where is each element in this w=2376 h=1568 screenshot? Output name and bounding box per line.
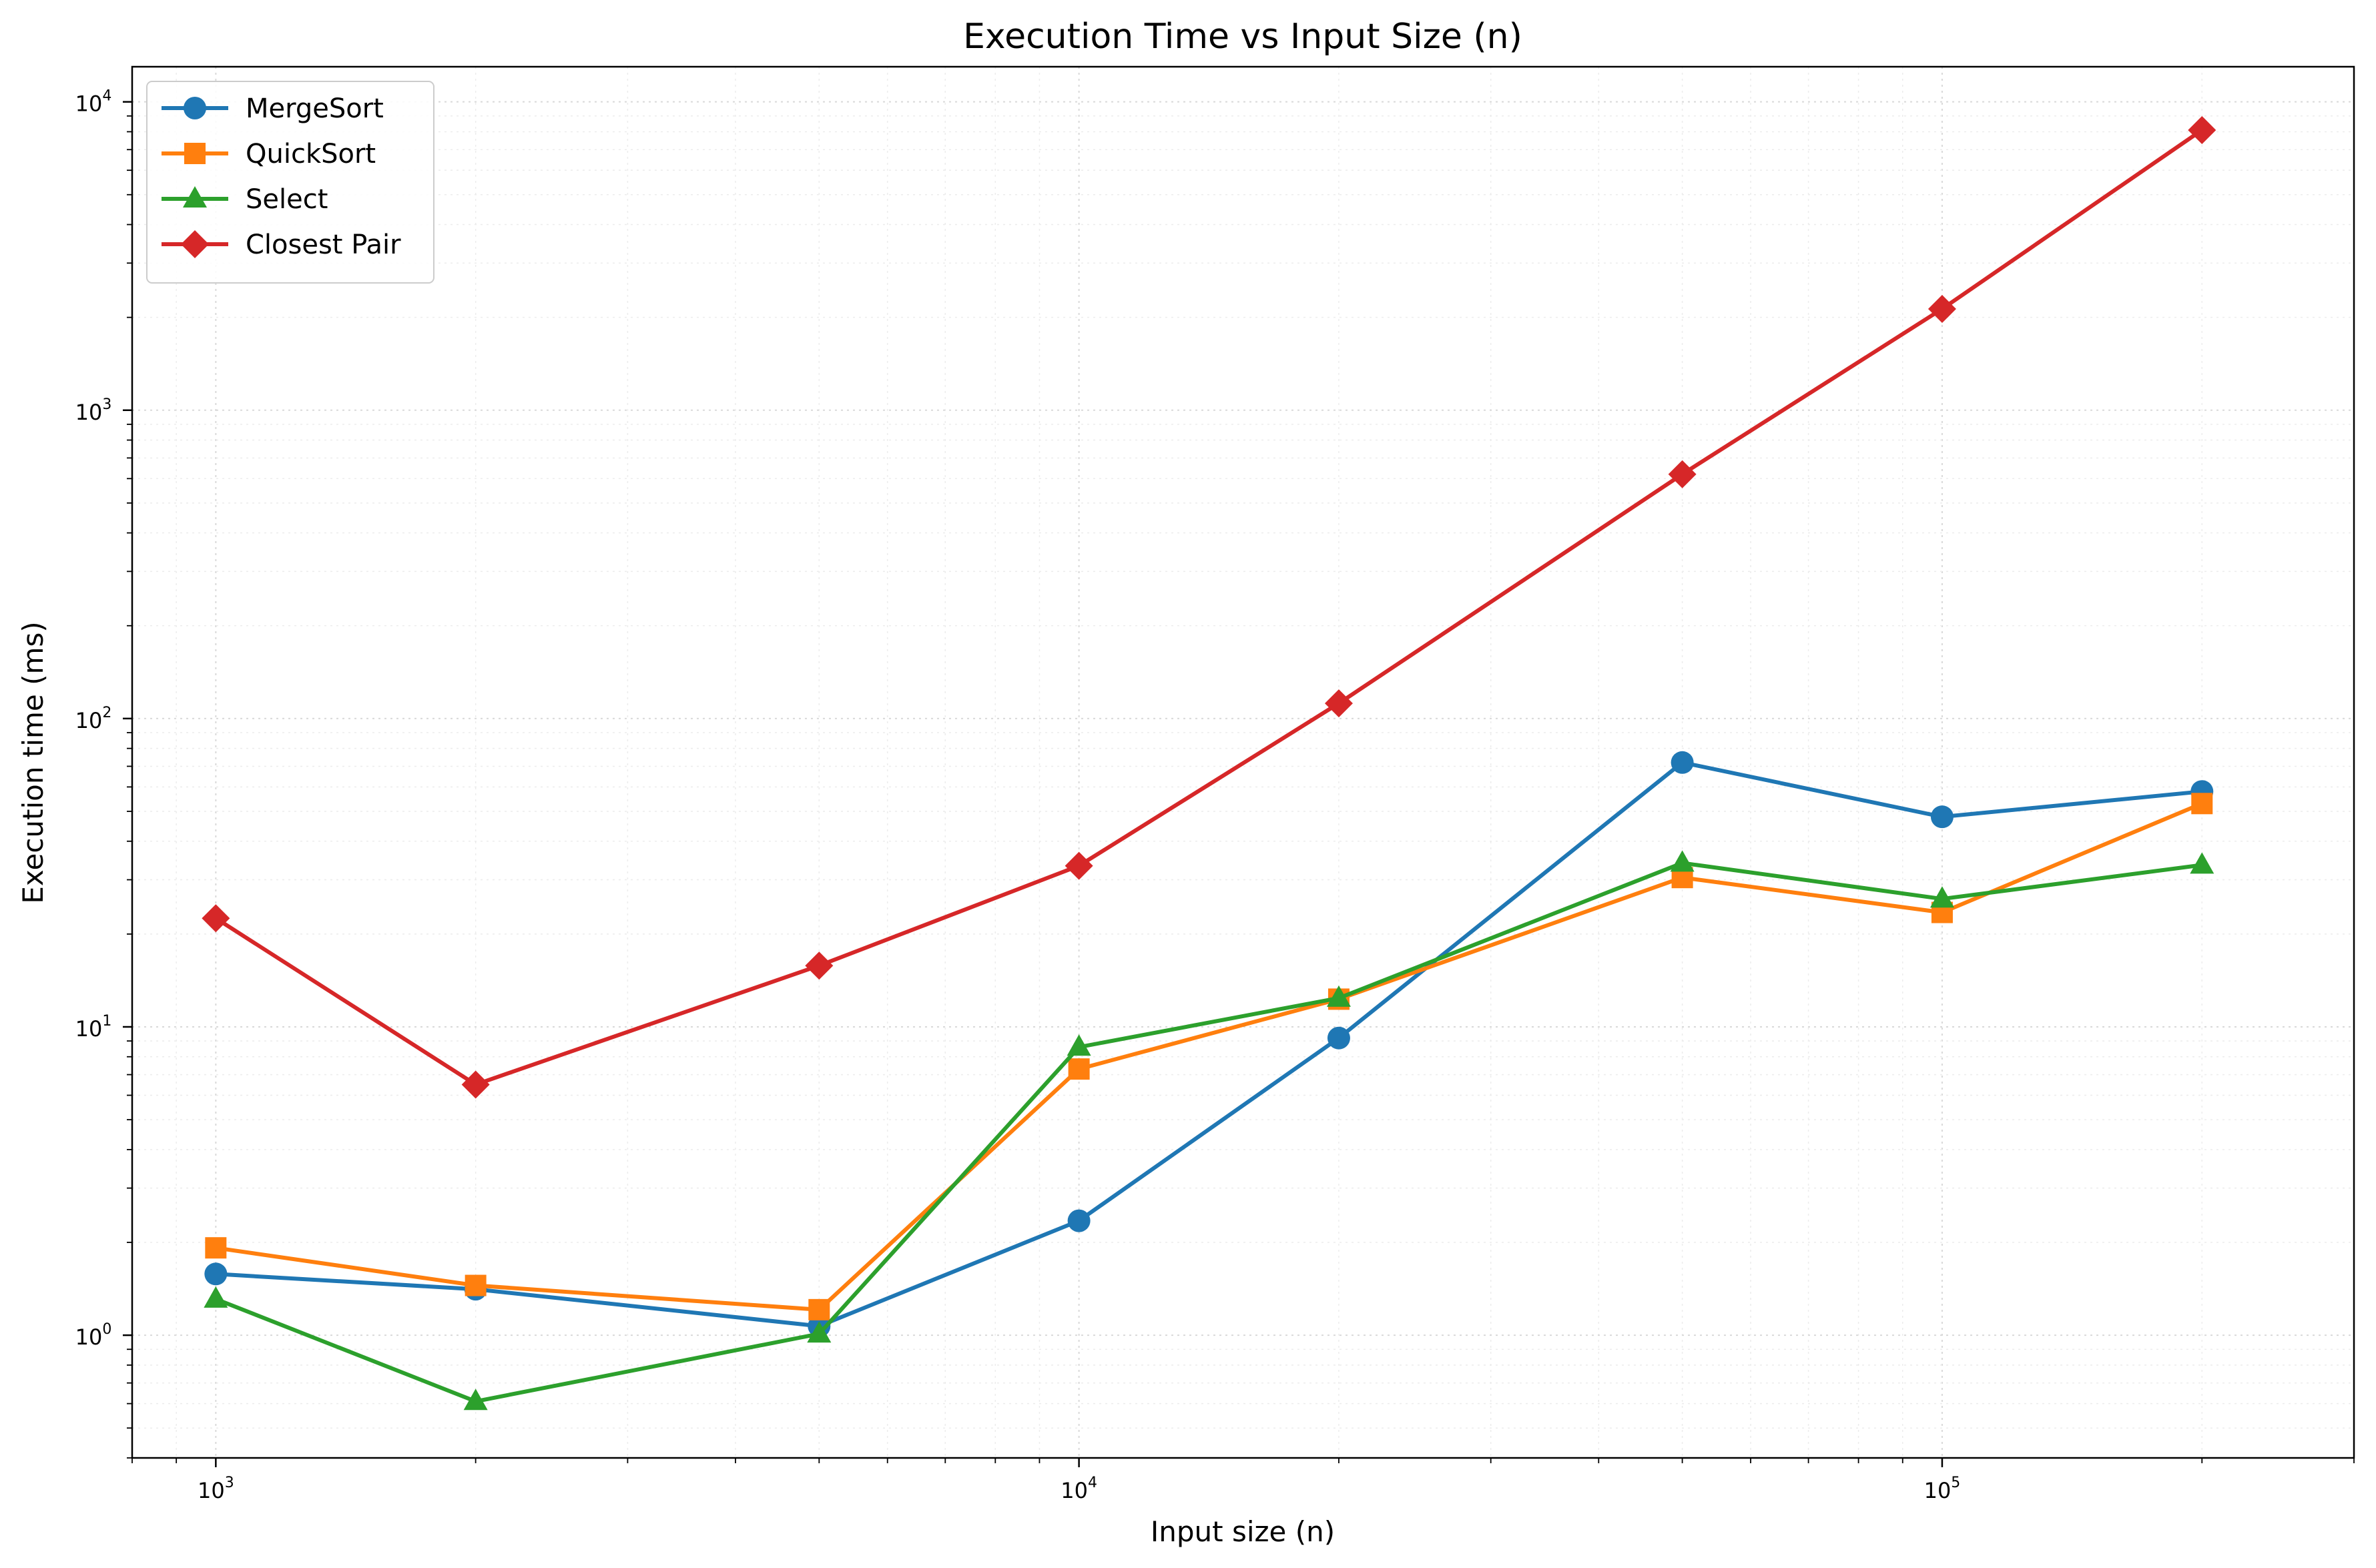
legend-swatch-marker xyxy=(181,230,209,258)
x-tick-label: 103 xyxy=(198,1475,234,1503)
data-point-closest-pair xyxy=(1668,460,1697,488)
legend-label: MergeSort xyxy=(246,93,384,124)
data-point-mergesort xyxy=(1327,1026,1350,1050)
y-tick-label: 100 xyxy=(75,1321,112,1350)
legend-swatch-marker xyxy=(184,143,206,164)
data-point-quicksort xyxy=(465,1274,487,1296)
y-tick-label: 103 xyxy=(75,396,112,425)
legend-box xyxy=(146,81,434,284)
data-point-mergesort xyxy=(204,1262,228,1286)
series-line-quicksort xyxy=(215,801,2203,1312)
data-point-quicksort xyxy=(2191,793,2213,815)
grid-layer xyxy=(131,67,2355,1459)
data-point-select xyxy=(1326,985,1351,1007)
data-point-select xyxy=(204,1286,228,1308)
series-select xyxy=(204,850,2214,1411)
x-axis-title: Input size (n) xyxy=(1151,1515,1335,1548)
series-closest-pair xyxy=(202,115,2216,1099)
x-tick-label: 104 xyxy=(1061,1475,1097,1503)
legend-item-quicksort: QuickSort xyxy=(162,139,376,169)
legend-swatch-marker xyxy=(183,186,207,208)
y-tick-label: 101 xyxy=(75,1013,112,1042)
data-point-select xyxy=(807,1321,832,1343)
data-point-mergesort xyxy=(1671,751,1694,774)
data-point-quicksort xyxy=(1068,1058,1090,1080)
legend-label: QuickSort xyxy=(246,139,376,169)
data-point-closest-pair xyxy=(1324,689,1353,718)
legend-label: Select xyxy=(246,184,328,215)
data-point-closest-pair xyxy=(1065,851,1093,880)
data-point-quicksort xyxy=(808,1298,830,1320)
chart-title: Execution Time vs Input Size (n) xyxy=(963,17,1522,57)
legend: MergeSort QuickSort Select Closest Pair xyxy=(146,81,434,284)
y-tick-label: 102 xyxy=(75,705,112,733)
data-point-select xyxy=(463,1389,488,1411)
series-line-select xyxy=(215,861,2202,1404)
data-point-closest-pair xyxy=(202,904,230,933)
data-point-mergesort xyxy=(1930,805,1954,829)
data-point-closest-pair xyxy=(805,951,834,980)
legend-label: Closest Pair xyxy=(246,230,401,260)
legend-item-mergesort: MergeSort xyxy=(162,93,384,124)
data-point-quicksort xyxy=(205,1237,227,1259)
y-axis-title: Execution time (ms) xyxy=(17,621,49,903)
legend-swatch-marker xyxy=(184,97,206,119)
data-point-closest-pair xyxy=(1927,295,1956,324)
legend-item-select: Select xyxy=(162,184,328,215)
x-tick-label: 105 xyxy=(1924,1475,1961,1503)
tick-layer: 103 104 105 100 101 102 103 104 xyxy=(75,88,2355,1503)
series-line-mergesort xyxy=(216,760,2202,1328)
data-point-select xyxy=(1929,886,1954,908)
data-point-closest-pair xyxy=(2188,115,2216,144)
data-point-select xyxy=(2190,852,2214,874)
plot-frame xyxy=(131,65,2355,1459)
series-quicksort xyxy=(205,793,2213,1320)
y-tick-label: 104 xyxy=(75,88,112,117)
data-point-mergesort xyxy=(1067,1209,1091,1232)
data-point-select xyxy=(1067,1034,1091,1056)
series-layer xyxy=(202,115,2216,1411)
series-line-closest-pair xyxy=(214,128,2204,1087)
data-point-closest-pair xyxy=(461,1070,490,1099)
data-point-select xyxy=(1670,850,1695,872)
legend-item-closest-pair: Closest Pair xyxy=(162,230,401,260)
